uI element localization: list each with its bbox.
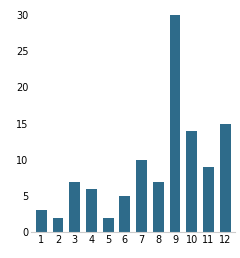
Bar: [186, 131, 197, 232]
Bar: [170, 15, 180, 232]
Bar: [86, 189, 97, 232]
Bar: [69, 182, 80, 232]
Bar: [153, 182, 164, 232]
Bar: [203, 167, 214, 232]
Bar: [220, 124, 231, 232]
Bar: [136, 160, 147, 232]
Bar: [103, 218, 114, 232]
Bar: [53, 218, 63, 232]
Bar: [120, 196, 130, 232]
Bar: [36, 211, 47, 232]
